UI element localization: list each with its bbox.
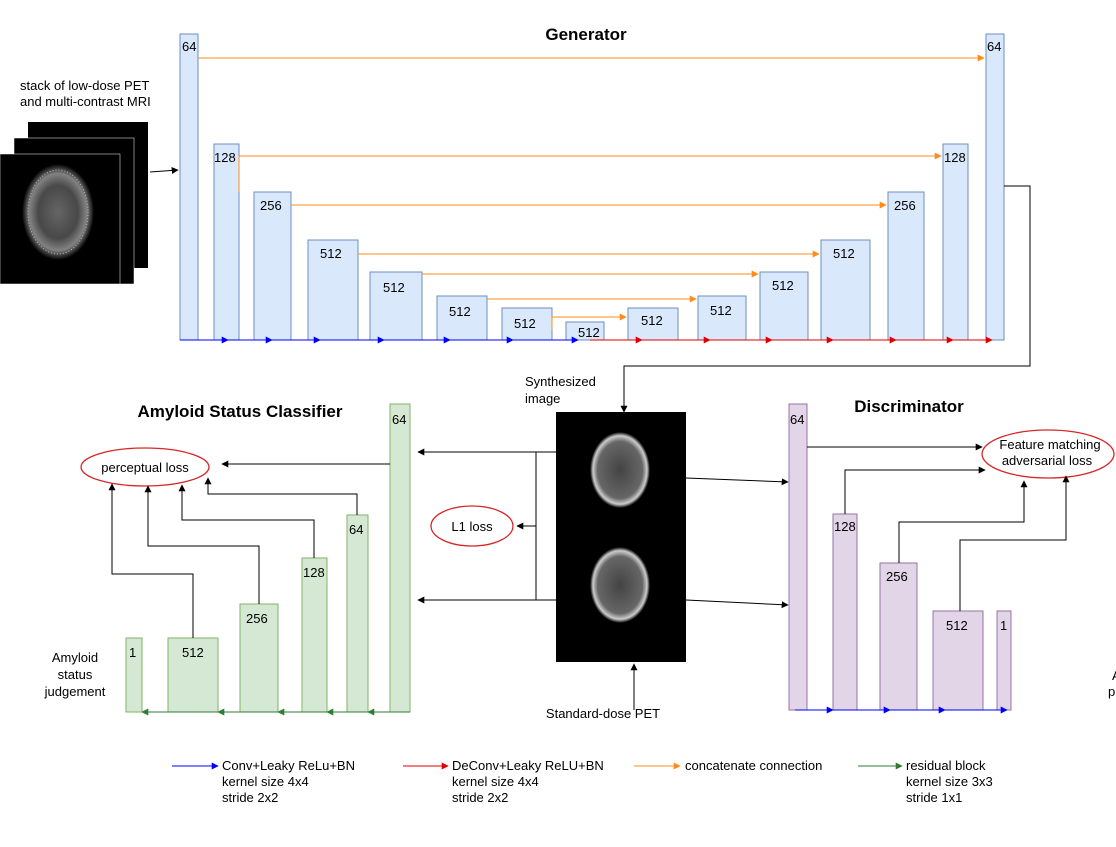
gen-block-8-label: 512 [578, 325, 600, 340]
feature-matching-ellipse [981, 429, 1115, 479]
legend-deconv-line3: stride 2x2 [452, 790, 508, 805]
gen-block-3-label: 256 [260, 198, 282, 213]
legend-conv-line3: stride 2x2 [222, 790, 278, 805]
cls-block-1 [125, 637, 143, 713]
legend-deconv-line1: DeConv+Leaky ReLU+BN [452, 758, 604, 773]
feature-matching-line2: adversarial loss [1002, 453, 1093, 468]
synth-label-line2: image [525, 391, 560, 406]
gen-block-14-label: 128 [944, 150, 966, 165]
discriminator-title: Discriminator [854, 397, 964, 416]
gen-block-4-label: 512 [320, 246, 342, 261]
amyloid-judgement-line2: status [58, 667, 93, 682]
classifier-blocks: 1 512 256 128 64 64 [125, 403, 411, 713]
legend-conv-line1: Conv+Leaky ReLu+BN [222, 758, 355, 773]
gen-block-1-label: 64 [182, 39, 196, 54]
standard-pet-label: Standard-dose PET [546, 706, 660, 721]
legend-res-line1: residual block [906, 758, 986, 773]
legend-res-line2: kernel size 3x3 [906, 774, 993, 789]
cls-block-1-label: 1 [129, 645, 136, 660]
input-image-stack [0, 122, 148, 285]
gen-block-7-label: 512 [514, 316, 536, 331]
cls-block-5 [346, 514, 369, 713]
cls-block-6-label: 64 [392, 412, 406, 427]
cls-block-2 [167, 637, 219, 713]
input-arrow [149, 166, 179, 174]
gen-block-4 [307, 239, 359, 341]
cls-block-4-label: 128 [303, 565, 325, 580]
gen-block-8 [565, 321, 605, 341]
edge-clipped-text-2: p [1108, 684, 1115, 699]
cls-block-4 [301, 557, 328, 713]
disc-block-1 [788, 403, 808, 711]
perceptual-loss-label: perceptual loss [101, 460, 189, 475]
legend-deconv-line2: kernel size 4x4 [452, 774, 539, 789]
gen-block-3 [253, 191, 292, 341]
generator-encoder-decoder: 64 128 256 512 512 512 512 512 512 512 5… [179, 33, 1005, 341]
cls-block-2-label: 512 [182, 645, 204, 660]
disc-block-1-label: 64 [790, 412, 804, 427]
gen-block-14 [942, 143, 969, 341]
gen-block-6-label: 512 [449, 304, 471, 319]
discriminator-blocks: 64 128 256 512 1 [788, 403, 1012, 711]
gen-block-11-label: 512 [772, 278, 794, 293]
disc-block-2-label: 128 [834, 519, 856, 534]
cls-block-6 [389, 403, 411, 713]
cls-block-5-label: 64 [349, 522, 363, 537]
disc-block-5-label: 1 [1000, 618, 1007, 633]
generator-output-arrow [620, 185, 1031, 413]
synthesized-and-standard-pet-images [556, 412, 686, 662]
legend-concat: concatenate connection [685, 758, 822, 773]
gen-block-2-label: 128 [214, 150, 236, 165]
legend-res-line3: stride 1x1 [906, 790, 962, 805]
input-label-line2: and multi-contrast MRI [20, 94, 151, 109]
gen-block-10-label: 512 [710, 303, 732, 318]
disc-block-4 [932, 610, 984, 711]
perceptual-loss-connections [108, 460, 390, 638]
gen-block-15-label: 64 [987, 39, 1001, 54]
gen-block-9 [627, 307, 679, 341]
center-connections [417, 448, 789, 609]
edge-clipped-text-1: A [1112, 668, 1116, 683]
gen-block-12-label: 512 [833, 246, 855, 261]
generator-title: Generator [545, 25, 627, 44]
disc-block-3-label: 256 [886, 569, 908, 584]
gen-block-13-label: 256 [894, 198, 916, 213]
input-label-line1: stack of low-dose PET [20, 78, 149, 93]
legend-conv-line2: kernel size 4x4 [222, 774, 309, 789]
gen-block-5-label: 512 [383, 280, 405, 295]
disc-block-3 [879, 562, 918, 711]
gen-block-10 [697, 295, 747, 341]
feature-matching-connections [807, 443, 1070, 611]
cls-block-3-label: 256 [246, 611, 268, 626]
gen-block-12 [820, 239, 871, 341]
amyloid-judgement-line3: judgement [44, 684, 106, 699]
amyloid-judgement-line1: Amyloid [52, 650, 98, 665]
feature-matching-line1: Feature matching [999, 437, 1100, 452]
gen-block-15 [985, 33, 1005, 341]
gen-block-2 [213, 143, 240, 341]
disc-block-2 [832, 513, 858, 711]
disc-block-4-label: 512 [946, 618, 968, 633]
legend: Conv+Leaky ReLu+BN kernel size 4x4 strid… [172, 758, 993, 805]
gen-block-13 [887, 191, 925, 341]
gen-block-9-label: 512 [641, 313, 663, 328]
classifier-title: Amyloid Status Classifier [137, 402, 342, 421]
l1-loss-ellipse [430, 505, 514, 547]
l1-loss-label: L1 loss [451, 519, 493, 534]
synth-label-line1: Synthesized [525, 374, 596, 389]
concatenate-connections [198, 54, 985, 330]
gen-block-1 [179, 33, 199, 341]
